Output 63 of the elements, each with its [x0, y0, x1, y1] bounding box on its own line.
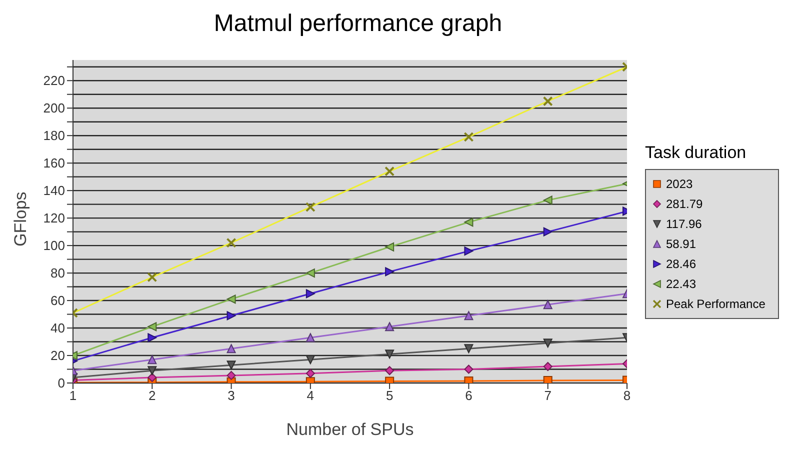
legend-label: 281.79 — [666, 196, 703, 210]
y-tick-label: 40 — [50, 320, 65, 336]
y-tick-label: 200 — [43, 100, 65, 116]
point — [148, 322, 157, 332]
point — [306, 289, 315, 298]
legend-label: Peak Performance — [666, 296, 766, 310]
x-tick-label: 7 — [544, 388, 552, 404]
point — [306, 268, 315, 278]
x-tick-label: 6 — [465, 388, 472, 404]
point — [226, 311, 236, 320]
y-tick-label: 60 — [50, 293, 65, 308]
point — [543, 338, 552, 348]
point — [543, 362, 552, 372]
point — [385, 350, 394, 359]
y-tick-label: 80 — [50, 266, 65, 281]
point — [543, 196, 552, 205]
legend-label: 22.43 — [666, 276, 696, 290]
y-tick-label: 160 — [43, 156, 65, 171]
point — [226, 294, 236, 304]
point — [148, 355, 157, 364]
y-tick-label: 140 — [43, 183, 65, 198]
point — [306, 333, 315, 342]
x-tick-label: 3 — [228, 388, 235, 404]
legend-label: 58.91 — [666, 236, 696, 250]
point — [148, 373, 157, 382]
point — [226, 370, 236, 380]
legend-label: 2023 — [666, 176, 693, 190]
point — [148, 366, 157, 376]
point — [226, 344, 236, 354]
y-tick-label: 100 — [43, 238, 65, 254]
legend-title: Task duration — [645, 142, 748, 162]
point — [306, 368, 315, 378]
point — [385, 366, 394, 376]
point — [385, 267, 394, 276]
y-axis-title: GFlops — [11, 192, 30, 246]
y-tick-label: 120 — [43, 210, 65, 226]
x-tick-label: 1 — [69, 388, 77, 404]
point — [306, 355, 315, 364]
point — [148, 333, 157, 342]
x-tick-label: 5 — [386, 388, 394, 404]
y-tick-label: 0 — [58, 376, 65, 391]
y-tick-label: 220 — [43, 73, 65, 88]
legend-label: 28.46 — [666, 256, 696, 270]
point — [464, 246, 474, 256]
x-tick-label: 8 — [623, 388, 631, 404]
x-tick-label: 4 — [306, 388, 314, 404]
point — [464, 364, 474, 374]
point — [543, 300, 552, 310]
y-tick-label: 180 — [43, 128, 65, 144]
point — [543, 376, 552, 383]
point — [226, 360, 236, 370]
point — [385, 242, 394, 252]
x-tick-label: 2 — [148, 388, 156, 404]
point — [543, 227, 552, 236]
point — [464, 344, 474, 354]
point — [464, 311, 474, 320]
y-tick-label: 20 — [50, 348, 65, 364]
x-axis-title: Number of SPUs — [286, 420, 414, 439]
legend-label: 117.96 — [666, 216, 702, 230]
chart-title: Matmul performance graph — [212, 10, 504, 38]
point — [385, 322, 394, 332]
point — [464, 376, 474, 383]
point — [464, 218, 474, 227]
